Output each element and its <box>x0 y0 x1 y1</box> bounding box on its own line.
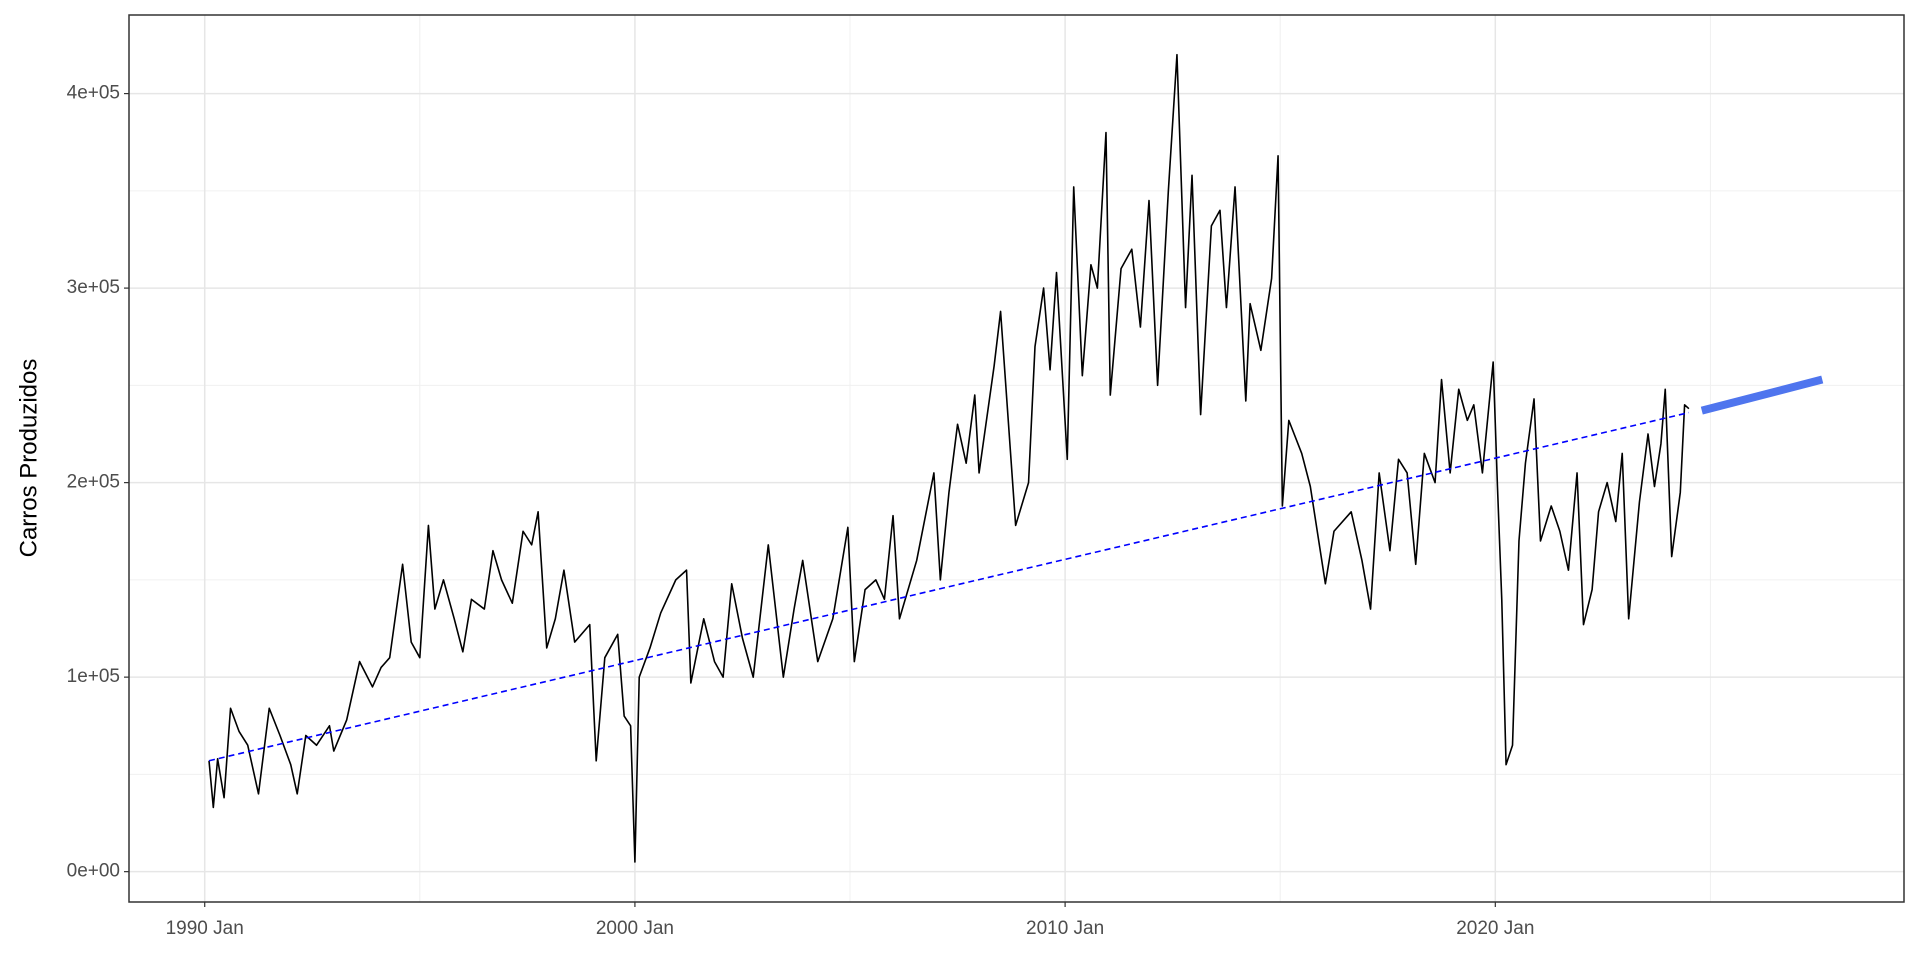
data-line <box>208 53 1690 863</box>
data-line <box>1700 375 1824 415</box>
y-tick-label: 1e+05 <box>67 666 120 687</box>
y-tick-label: 2e+05 <box>67 472 120 493</box>
x-tick-label: 2020 Jan <box>1456 918 1534 939</box>
plot-border <box>128 14 1905 903</box>
y-tick-label: 3e+05 <box>67 277 120 298</box>
y-axis-label: Carros Produzidos <box>15 359 42 558</box>
data-line <box>208 411 1690 762</box>
y-tick-label: 4e+05 <box>67 83 120 104</box>
x-tick-label: 1990 Jan <box>166 918 244 939</box>
y-tick-label: 0e+00 <box>67 861 120 882</box>
x-tick-label: 2000 Jan <box>596 918 674 939</box>
x-tick-label: 2010 Jan <box>1026 918 1104 939</box>
